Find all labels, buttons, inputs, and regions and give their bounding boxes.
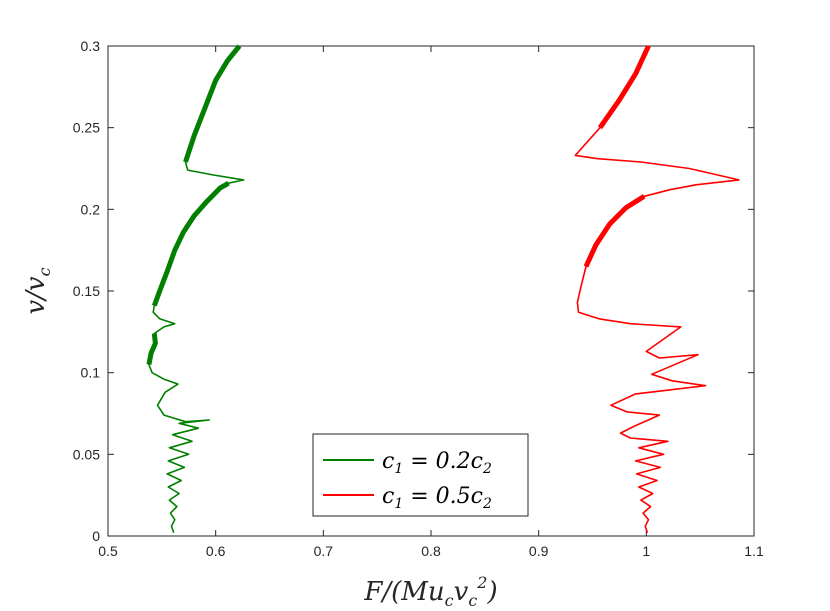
y-tick-label: 0.05 <box>73 446 100 462</box>
x-tick-label: 0.5 <box>98 543 118 559</box>
x-axis: 0.5 0.6 0.7 0.8 0.9 1 1.1 <box>98 46 764 559</box>
series-bold-segment-red <box>597 44 651 130</box>
x-tick-label: 0.7 <box>314 543 334 559</box>
x-tick-label: 1.1 <box>744 543 764 559</box>
series-bold-segment-red <box>583 194 646 268</box>
x-axis-label: F/(Mucvc2) <box>363 573 497 610</box>
series-line-green <box>148 45 245 533</box>
y-tick-label: 0.1 <box>81 365 101 381</box>
y-tick-label: 0.25 <box>73 120 100 136</box>
y-tick-label: 0.3 <box>81 38 101 54</box>
x-tick-label: 0.9 <box>529 543 549 559</box>
series-layer <box>146 44 740 533</box>
series-bold-segment-green <box>146 333 158 365</box>
y-tick-label: 0.2 <box>81 201 101 217</box>
x-tick-label: 1 <box>642 543 650 559</box>
series-line-red <box>574 45 740 533</box>
x-tick-label: 0.6 <box>206 543 226 559</box>
legend-box <box>312 433 529 517</box>
y-axis-label: v/vc <box>21 267 54 314</box>
y-tick-label: 0 <box>92 528 100 544</box>
y-axis: 0 0.05 0.1 0.15 0.2 0.25 0.3 <box>73 38 754 544</box>
y-tick-label: 0.15 <box>73 283 100 299</box>
series-red <box>574 44 740 533</box>
series-bold-segment-green <box>183 44 242 163</box>
series-bold-segment-green <box>151 181 230 307</box>
series-green <box>146 44 245 533</box>
legend: c1 = 0.2c2 c1 = 0.5c2 <box>312 433 529 517</box>
x-tick-label: 0.8 <box>421 543 441 559</box>
